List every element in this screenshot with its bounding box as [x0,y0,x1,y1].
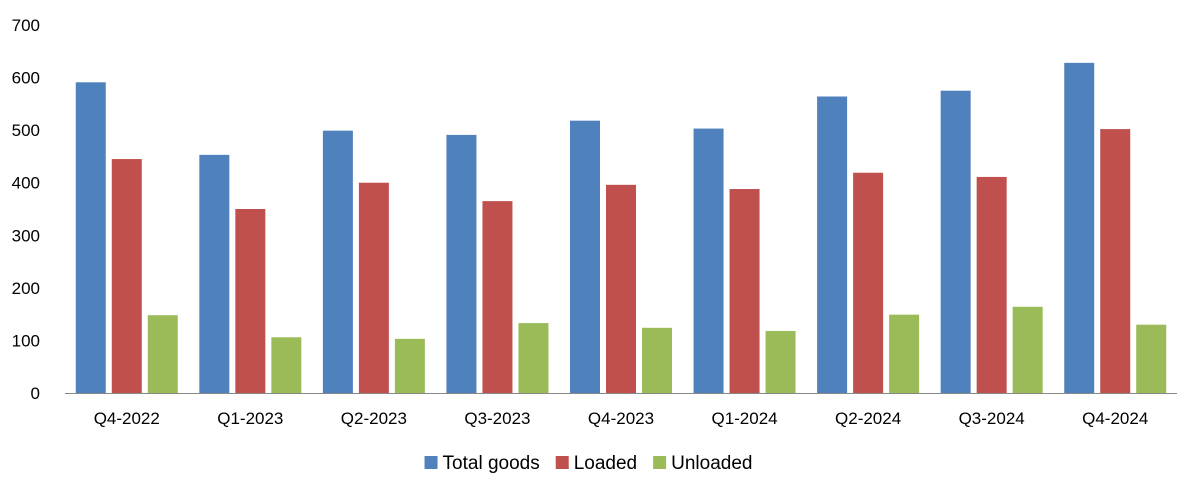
legend-label: Total goods [443,453,540,474]
x-tick-label: Q4-2022 [94,409,160,428]
x-tick-label: Q3-2023 [464,409,530,428]
bar-total-goods [940,90,971,393]
bar-loaded [853,172,884,393]
bar-total-goods [693,128,724,393]
y-tick-label: 600 [12,69,40,88]
bar-total-goods [1064,62,1095,393]
legend-swatch-unloaded [653,456,667,469]
legend-label: Loaded [574,453,637,474]
y-tick-label: 0 [31,384,40,403]
bar-unloaded [642,327,672,393]
y-tick-label: 300 [12,226,40,245]
bar-loaded [235,209,266,393]
bar-total-goods [817,96,848,394]
bar-loaded [976,176,1007,393]
legend-label: Unloaded [671,453,752,474]
bar-loaded [111,159,142,393]
bar-loaded [606,184,636,393]
y-tick-label: 700 [12,16,40,35]
y-tick-label: 500 [12,121,40,140]
legend-swatch-loaded [555,456,569,469]
x-tick-label: Q3-2024 [959,409,1025,428]
bar-loaded [729,189,760,393]
bar-unloaded [271,337,302,393]
bar-loaded [482,201,513,393]
x-tick-label: Q2-2024 [835,409,901,428]
legend: Total goods Loaded Unloaded [424,453,752,474]
bar-total-goods [75,82,106,393]
bar-total-goods [446,134,477,394]
bars [75,62,1167,394]
bar-loaded [1100,129,1131,393]
x-tick-label: Q1-2024 [711,409,777,428]
x-axis-tick-labels: Q4-2022 Q1-2023 Q2-2023 Q3-2023 Q4-2023 Q1-20… [94,409,1149,428]
bar-unloaded [394,338,425,393]
y-tick-label: 200 [12,279,40,298]
y-tick-label: 100 [12,331,40,350]
bar-unloaded [765,330,796,393]
x-tick-label: Q4-2023 [588,409,654,428]
bar-unloaded [1136,324,1167,393]
x-tick-label: Q2-2023 [341,409,407,428]
x-tick-label: Q1-2023 [217,409,283,428]
bar-unloaded [1012,306,1043,393]
legend-swatch-total-goods [424,456,438,469]
bar-total-goods [570,120,600,394]
bar-total-goods [322,130,353,393]
x-tick-label: Q4-2024 [1082,409,1148,428]
bar-unloaded [147,315,178,393]
bar-total-goods [199,154,230,393]
y-tick-label: 400 [12,174,40,193]
bar-unloaded [889,314,920,393]
bar-unloaded [518,323,549,393]
bar-loaded [358,182,389,393]
y-axis-ticks: 0 100 200 300 400 500 600 700 [12,16,40,403]
